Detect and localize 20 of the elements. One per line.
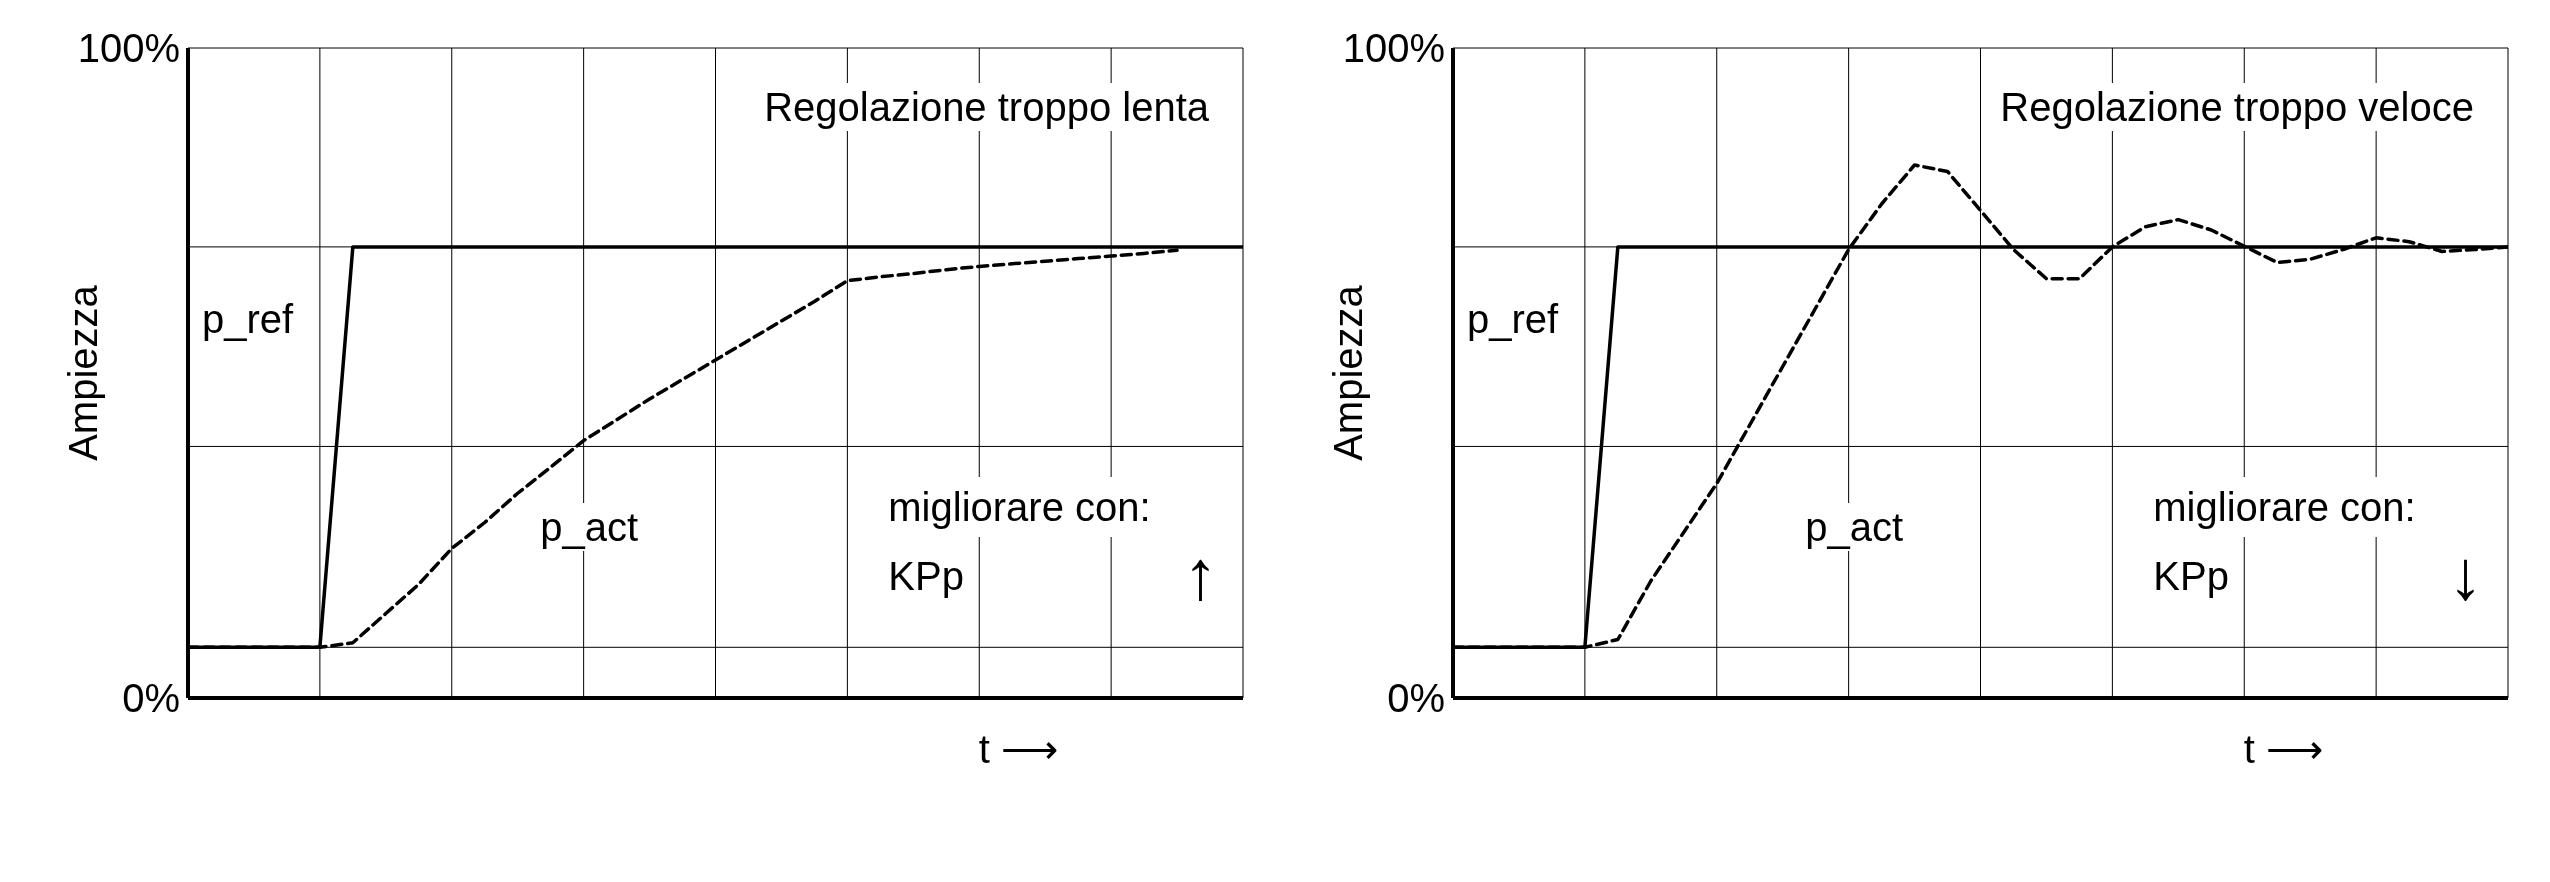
y-tick-label: 0% [1387, 676, 1445, 721]
annotation: KPp [884, 553, 968, 598]
x-axis-title: t ⟶ [2243, 727, 2323, 771]
text: Regolazione troppo veloce [1996, 83, 2478, 131]
x-axis-title: t ⟶ [978, 727, 1058, 771]
text: Regolazione troppo lenta [760, 83, 1213, 131]
y-axis-title: Ampiezza [61, 284, 106, 461]
annotation: p_ref [1463, 295, 1563, 343]
y-tick-label: 0% [122, 676, 180, 721]
annotation: ↑ [1178, 536, 1222, 614]
y-tick-label: 100% [77, 26, 180, 71]
annotation: p_act [536, 503, 642, 551]
y-axis-title: Ampiezza [1326, 284, 1371, 461]
annotation: migliorare con: [884, 477, 1155, 537]
annotation: ↓ [2443, 536, 2487, 614]
annotation: p_ref [198, 295, 298, 343]
y-tick-label: 100% [1342, 26, 1445, 71]
annotation: KPp [2149, 553, 2233, 598]
annotation: p_act [1801, 503, 1907, 551]
annotation: migliorare con: [2149, 477, 2420, 537]
